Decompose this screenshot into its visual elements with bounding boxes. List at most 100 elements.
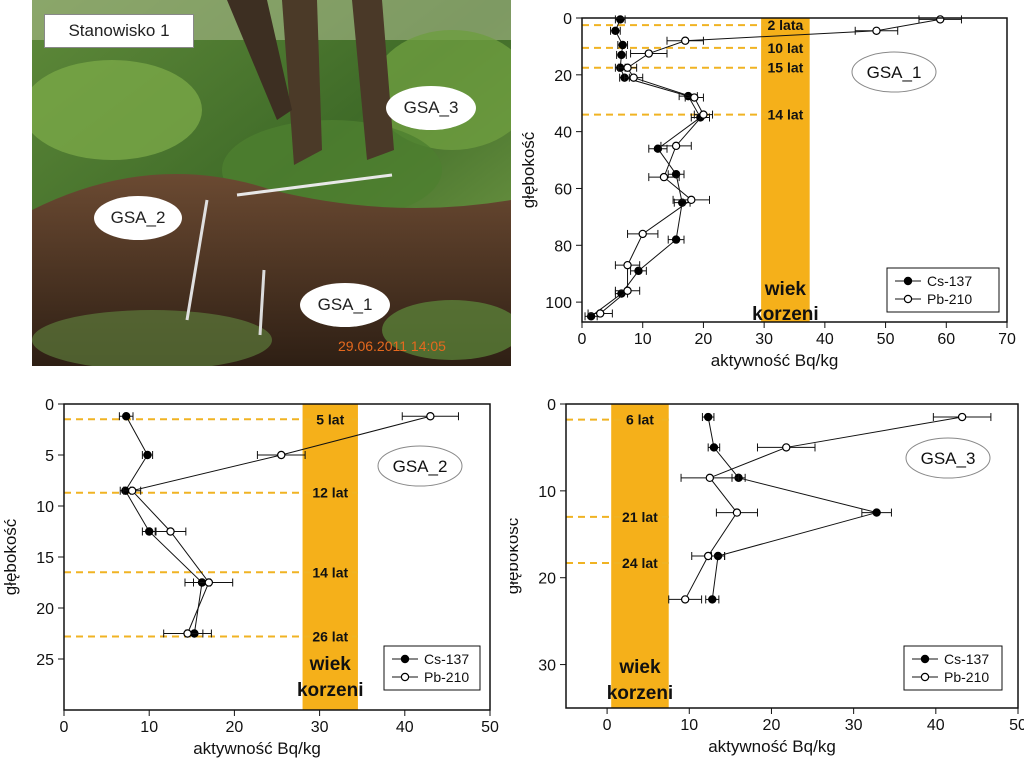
- site-label-box: Stanowisko 1: [44, 14, 194, 48]
- chart-gsa2: 5 lat 12 lat 14 lat 26 lat wiek korzeni 0 10 20 3…: [1, 397, 499, 758]
- legend-marker: [903, 276, 913, 286]
- age-label: 5 lat: [316, 411, 344, 427]
- root-age-label: korzeni: [752, 304, 819, 325]
- data-point-pb-210: [957, 412, 967, 422]
- root-age-band: [302, 404, 358, 710]
- legend-marker: [400, 654, 410, 664]
- data-point-cs-137: [634, 266, 643, 276]
- x-tick-label: 20: [763, 717, 781, 734]
- site-photo: Stanowisko 1 GSA_2 GSA_3 GSA_1 29.06.201…: [32, 0, 511, 366]
- data-point-pb-210: [623, 286, 632, 295]
- y-tick-label: 0: [45, 397, 54, 414]
- data-point-pb-210: [782, 443, 791, 452]
- series-line-cs-137: [707, 416, 879, 600]
- legend-marker: [920, 672, 930, 682]
- age-label: 10 lat: [767, 40, 803, 56]
- data-point-pb-210: [699, 110, 708, 119]
- data-point-cs-137: [671, 235, 681, 244]
- legend-marker: [920, 654, 930, 664]
- data-point-cs-137: [872, 508, 881, 517]
- data-point-pb-210: [638, 229, 647, 239]
- data-point-pb-210: [659, 172, 669, 182]
- y-tick-label: 15: [36, 550, 54, 567]
- x-tick-label: 30: [845, 717, 863, 734]
- series-line-pb-210: [684, 416, 963, 600]
- legend-box: [886, 267, 1000, 313]
- x-tick-label: 0: [603, 717, 612, 734]
- legend-label: Pb-210: [927, 291, 972, 307]
- x-tick-label: 50: [877, 331, 895, 348]
- data-point-pb-210: [681, 36, 690, 45]
- legend-label: Cs-137: [424, 651, 469, 667]
- legend-marker: [903, 294, 913, 304]
- legend-box: [383, 645, 481, 691]
- legend-label: Pb-210: [944, 669, 989, 685]
- site-label: Stanowisko 1: [68, 21, 170, 40]
- profile-label-gsa1: GSA_1: [300, 283, 390, 327]
- series-line-cs-137: [124, 415, 203, 634]
- x-tick-label: 50: [1009, 717, 1024, 734]
- age-label: 15 lat: [767, 60, 803, 76]
- data-point-cs-137: [616, 15, 625, 24]
- data-point-pb-210: [623, 63, 632, 72]
- data-point-pb-210: [644, 49, 653, 58]
- data-point-pb-210: [183, 629, 192, 638]
- data-point-cs-137: [586, 312, 596, 321]
- site-photo-image: [32, 0, 511, 366]
- profile-name: GSA_1: [867, 63, 922, 82]
- data-point-pb-210: [426, 412, 435, 421]
- data-point-cs-137: [709, 443, 719, 452]
- data-point-pb-210: [872, 26, 881, 35]
- x-tick-label: 30: [755, 331, 773, 348]
- y-tick-label: 20: [538, 571, 556, 588]
- profile-name: GSA_2: [393, 457, 448, 476]
- data-point-pb-210: [705, 473, 715, 483]
- root-age-label: korzeni: [607, 683, 674, 704]
- profile-name-oval: [851, 51, 937, 93]
- x-tick-label: 10: [680, 717, 698, 734]
- x-axis-label: aktywność Bq/kg: [193, 739, 321, 758]
- x-tick-label: 20: [695, 331, 713, 348]
- age-label: 14 lat: [312, 564, 348, 580]
- legend-label: Cs-137: [927, 273, 972, 289]
- legend-marker: [400, 672, 410, 682]
- series-line-cs-137: [590, 19, 702, 317]
- y-axis-label: głębokość: [519, 131, 538, 208]
- x-tick-label: 0: [60, 719, 69, 736]
- chart-gsa3: 6 lat 21 lat 24 lat wiek korzeni 0 10 20 30 40 50 0…: [510, 397, 1024, 756]
- data-point-pb-210: [629, 73, 638, 82]
- data-point-cs-137: [611, 26, 620, 35]
- y-tick-label: 20: [554, 68, 572, 85]
- x-axis-label: aktywność Bq/kg: [708, 737, 836, 756]
- y-axis-label: głębokość: [1, 518, 20, 595]
- data-point-cs-137: [617, 50, 626, 60]
- legend-box: [903, 645, 1003, 691]
- data-point-pb-210: [127, 486, 137, 495]
- data-point-pb-210: [671, 141, 681, 151]
- data-point-cs-137: [144, 527, 154, 536]
- y-tick-label: 60: [554, 181, 572, 198]
- x-tick-label: 20: [226, 719, 244, 736]
- y-tick-label: 80: [554, 238, 572, 255]
- y-tick-label: 5: [45, 448, 54, 465]
- legend-label: Pb-210: [424, 669, 469, 685]
- age-label: 21 lat: [622, 509, 658, 525]
- root-age-label: korzeni: [297, 680, 364, 701]
- root-age-label: wiek: [764, 279, 807, 300]
- x-tick-label: 30: [311, 719, 329, 736]
- profile-name-oval: [905, 437, 991, 479]
- y-tick-label: 30: [538, 658, 556, 675]
- data-point-pb-210: [680, 595, 690, 604]
- x-tick-label: 50: [481, 719, 499, 736]
- data-point-pb-210: [277, 450, 286, 460]
- chart-gsa1: 2 lata 10 lat 15 lat 14 lat wiek korzeni 0 10 20…: [519, 11, 1016, 370]
- photo-timestamp: 29.06.2011 14:05: [338, 338, 446, 354]
- x-tick-label: 40: [816, 331, 834, 348]
- root-age-band: [611, 404, 669, 708]
- age-label: 26 lat: [312, 629, 348, 645]
- y-tick-label: 100: [545, 295, 572, 312]
- data-point-cs-137: [671, 170, 681, 179]
- data-point-pb-210: [204, 578, 214, 587]
- legend-label: Cs-137: [944, 651, 989, 667]
- age-label: 12 lat: [312, 485, 348, 501]
